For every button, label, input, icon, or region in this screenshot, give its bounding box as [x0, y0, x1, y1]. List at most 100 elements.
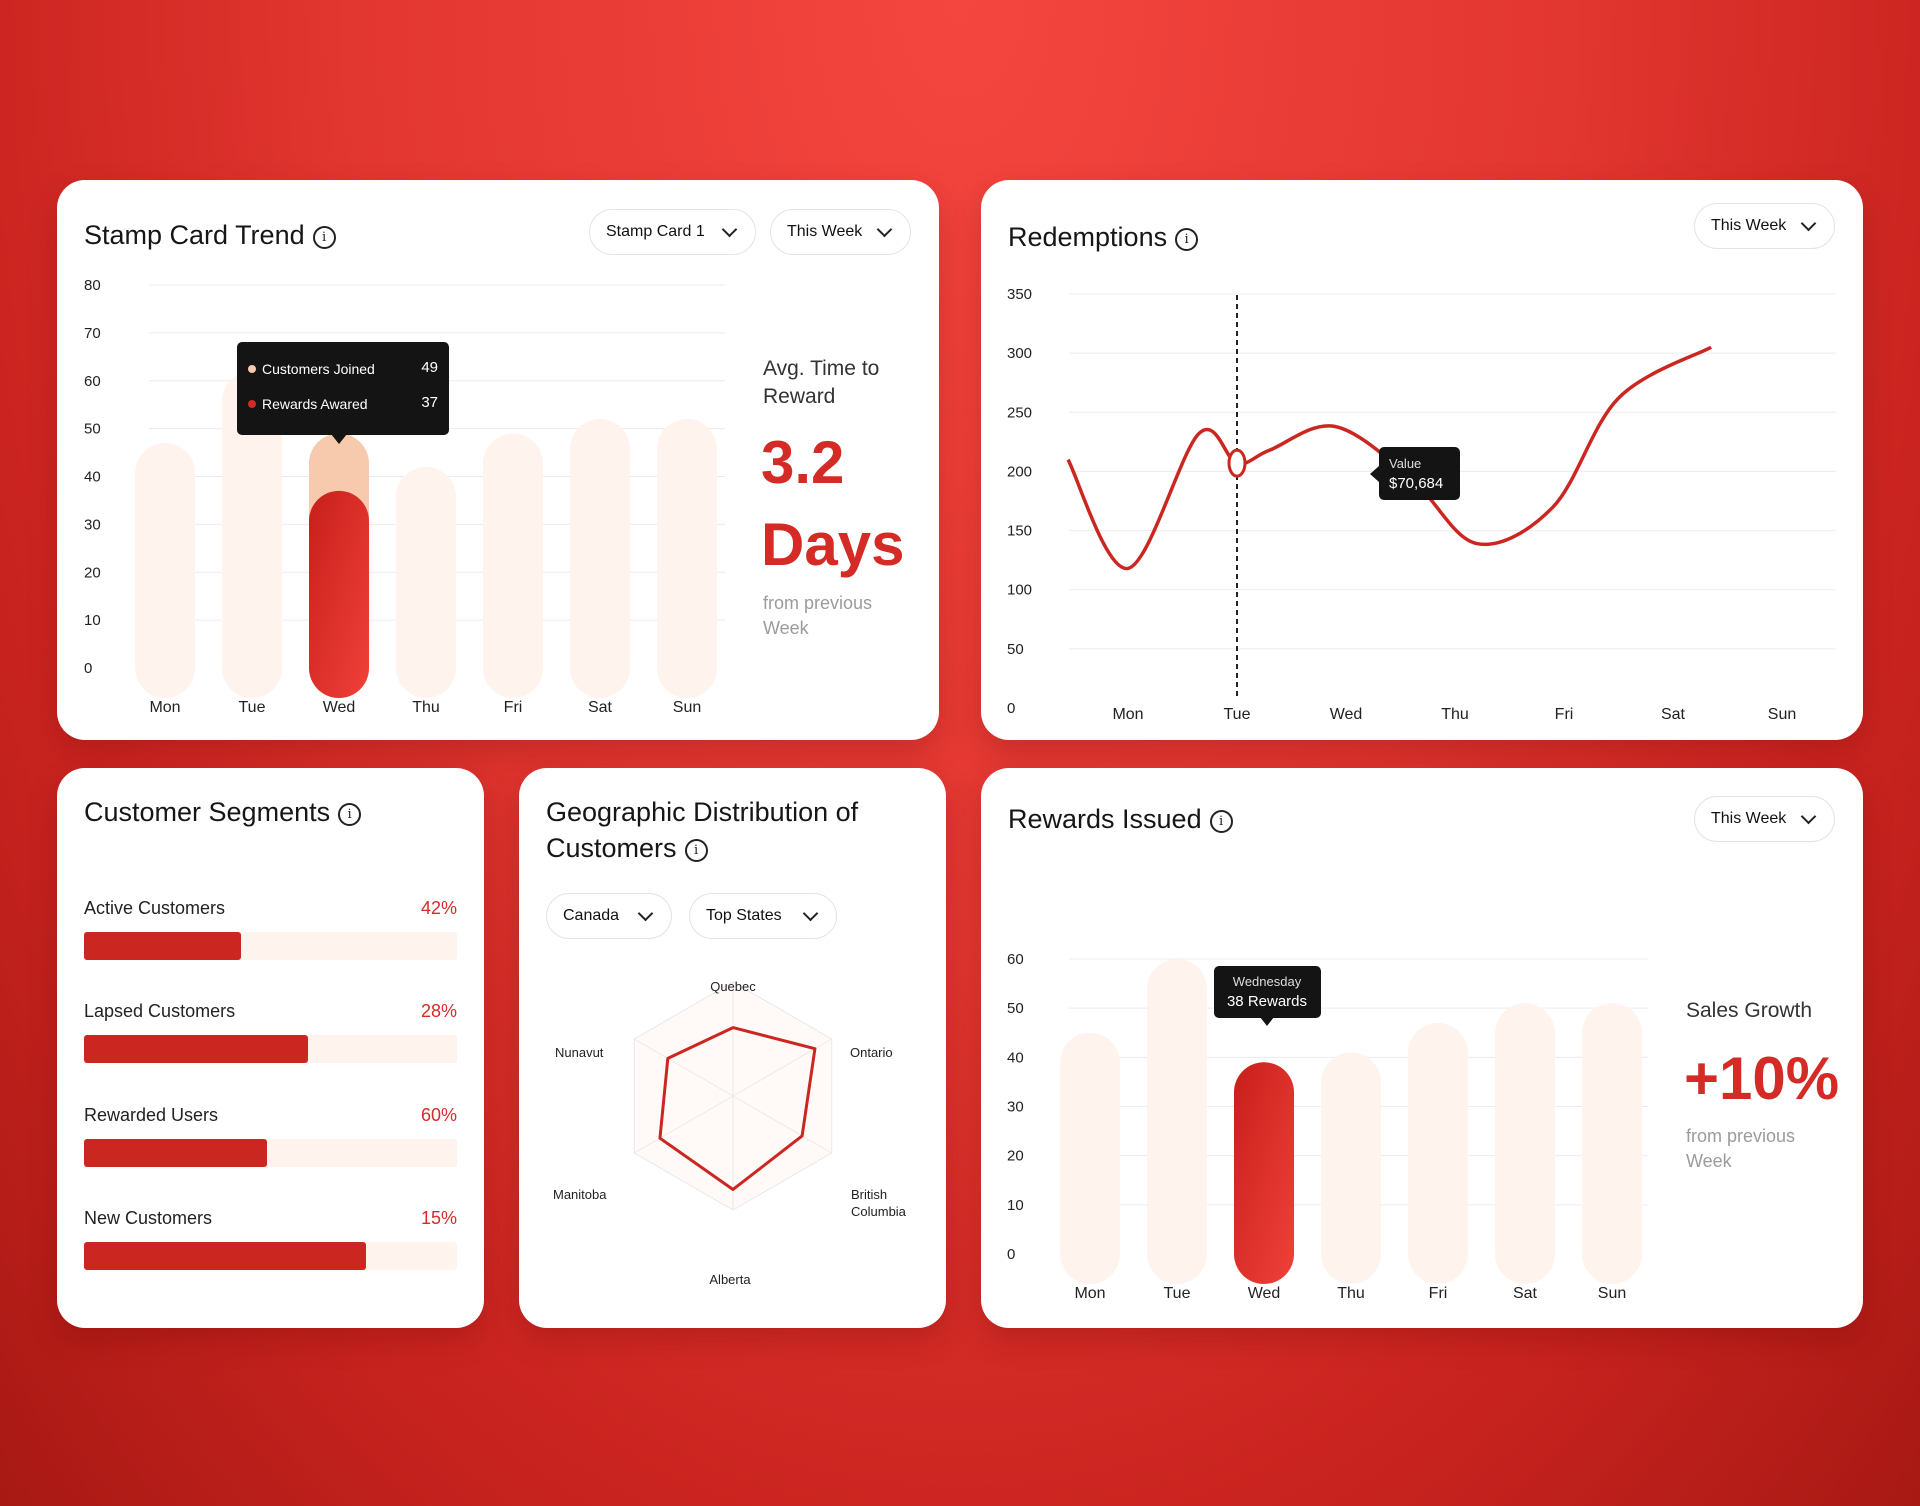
segment-bar-fill [84, 1035, 308, 1063]
y-tick-label: 40 [1007, 1049, 1024, 1066]
rewards-issued-card: Rewards Issued i This Week 0 10 20 30 40 50 60 M… [981, 768, 1863, 1328]
chart-tooltip: Value $70,684 [1370, 447, 1460, 500]
avg-time-value: 3.2 [761, 429, 845, 496]
sales-growth-label: Sales Growth [1686, 999, 1813, 1022]
y-tick-label: 50 [1007, 641, 1024, 658]
tooltip-box [1379, 447, 1460, 500]
x-tick-label: Wed [1330, 706, 1363, 723]
y-tick-label: 10 [1007, 1197, 1024, 1214]
tooltip-value: $70,684 [1389, 475, 1443, 492]
y-tick-label: 150 [1007, 523, 1032, 540]
tooltip-label: Rewards Awared [262, 396, 368, 412]
segment-bar-fill [84, 1242, 366, 1270]
info-icon[interactable]: i [1175, 228, 1199, 251]
y-tick-label: 350 [1007, 286, 1032, 303]
x-tick-label: Sun [673, 699, 701, 716]
radar-axis-label: Alberta [709, 1272, 751, 1287]
stamp-card-trend-title: Stamp Card Trend i [84, 217, 336, 253]
info-icon[interactable]: i [1209, 810, 1233, 833]
bar [1495, 1003, 1555, 1284]
geo-distribution-card: Geographic Distribution of Customers i Ca… [519, 768, 946, 1328]
y-tick-label: 250 [1007, 404, 1032, 421]
segment-bar-track [84, 932, 457, 960]
y-tick-label: 50 [84, 421, 101, 438]
tooltip-dot [248, 400, 256, 408]
bar [396, 466, 456, 698]
radar-series [658, 1026, 817, 1191]
redemptions-chart: 0 50 100 150 200 250 300 350 Mon Tue Wed Thu Fri Sat S… [1007, 286, 1836, 723]
bar [1321, 1052, 1381, 1284]
radar-spoke [634, 1038, 734, 1097]
sales-growth-value: +10% [1684, 1045, 1840, 1112]
y-tick-label: 100 [1007, 582, 1032, 599]
chart-tooltip: Wednesday 38 Rewards [1214, 966, 1321, 1026]
segment-percent: 60% [420, 1105, 457, 1125]
x-tick-label: Tue [239, 699, 266, 716]
x-tick-label: Tue [1224, 706, 1251, 723]
y-tick-label: 300 [1007, 345, 1032, 362]
y-tick-label: 20 [1007, 1148, 1024, 1165]
x-tick-label: Sun [1768, 706, 1796, 723]
radar-axis-label: Quebec [710, 979, 756, 994]
tooltip-box [1214, 966, 1321, 1018]
y-tick-label: 80 [84, 277, 101, 294]
period-dropdown[interactable]: This Week [1694, 796, 1835, 842]
x-tick-label: Fri [504, 699, 523, 716]
segment-percent: 42% [420, 898, 457, 918]
stamp-card-dropdown[interactable]: Stamp Card 1 [589, 209, 756, 255]
stamp-card-trend-chart: 0 10 20 30 40 50 60 70 80 Mon Tue Wed Thu Fri Sat Sun Cu… [84, 277, 725, 716]
tooltip-pointer [1370, 466, 1379, 482]
x-tick-label: Sat [1513, 1285, 1538, 1302]
segment-bar-track [84, 1035, 457, 1063]
y-tick-label: 30 [84, 516, 101, 533]
radar-axis-label: Nunavut [555, 1045, 604, 1060]
bar [1582, 1003, 1642, 1284]
bar [1060, 1032, 1120, 1284]
x-tick-label: Fri [1429, 1285, 1448, 1302]
period-dropdown[interactable]: This Week [1694, 203, 1835, 249]
radar-axis-label-line: Columbia [851, 1204, 907, 1219]
segment-bar-fill [84, 1139, 267, 1167]
y-tick-label: 200 [1007, 463, 1032, 480]
redemptions-card: Redemptions i This Week 0 50 100 150 200 250 30… [981, 180, 1863, 740]
radar-axis-label: Manitoba [553, 1187, 607, 1202]
y-tick-label: 0 [1007, 1246, 1015, 1263]
y-tick-label: 20 [84, 564, 101, 581]
bar-highlight [309, 490, 369, 698]
tooltip-pointer [1260, 1017, 1274, 1026]
sales-growth-sub: from previous Week [1686, 1126, 1796, 1171]
bar [1234, 1062, 1294, 1284]
y-tick-label: 0 [1007, 700, 1015, 717]
tooltip-value: 37 [421, 394, 438, 411]
info-icon[interactable]: i [684, 839, 708, 862]
period-dropdown[interactable]: This Week [770, 209, 911, 255]
tooltip-label: Value [1389, 456, 1421, 471]
info-icon[interactable]: i [338, 803, 362, 826]
radar-axis-label: British Columbia [851, 1187, 907, 1219]
segment-bar-track [84, 1242, 457, 1270]
y-tick-label: 60 [1007, 951, 1024, 968]
segment-bar-fill [84, 932, 241, 960]
x-tick-label: Mon [149, 699, 180, 716]
segment-label: New Customers [84, 1208, 213, 1228]
customer-segments-card: Customer Segments i Active Customers 42% La… [57, 768, 484, 1328]
bar [570, 419, 630, 698]
data-point-marker [1227, 448, 1247, 478]
x-tick-label: Wed [1248, 1285, 1281, 1302]
y-tick-label: 50 [1007, 1000, 1024, 1017]
bar [135, 442, 195, 698]
tooltip-day: Wednesday [1233, 974, 1302, 989]
x-tick-label: Fri [1555, 706, 1574, 723]
tooltip-pointer [331, 434, 347, 444]
bar [483, 433, 543, 698]
info-icon[interactable]: i [312, 226, 336, 249]
filter-dropdown[interactable]: Top States [689, 893, 837, 939]
y-tick-label: 60 [84, 373, 101, 390]
rewards-issued-title: Rewards Issued i [1008, 801, 1233, 837]
rewards-issued-chart: 0 10 20 30 40 50 60 Mon Tue Wed Thu Fri Sat Sun Wednes… [1007, 951, 1648, 1302]
tooltip-label: Customers Joined [262, 361, 375, 377]
x-tick-label: Mon [1074, 1285, 1105, 1302]
country-dropdown[interactable]: Canada [546, 893, 672, 939]
x-tick-label: Sat [1661, 706, 1686, 723]
